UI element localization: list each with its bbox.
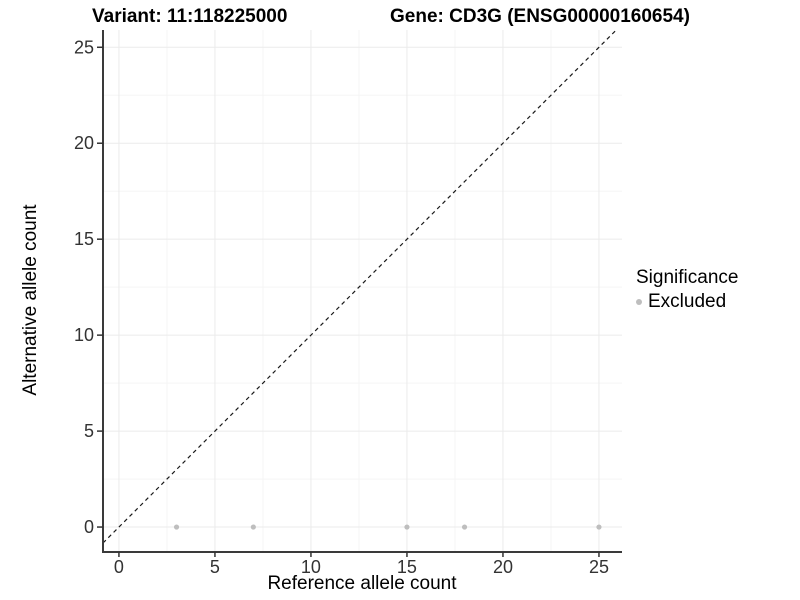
- gene-title: Gene: CD3G (ENSG00000160654): [390, 6, 690, 27]
- x-tick-label: 20: [493, 557, 513, 577]
- y-tick-label: 20: [74, 133, 94, 153]
- legend: Significance Excluded: [636, 267, 738, 313]
- x-tick-label: 15: [397, 557, 417, 577]
- y-tick-label: 10: [74, 325, 94, 345]
- x-tick-label: 5: [210, 557, 220, 577]
- legend-item-excluded: Excluded: [636, 291, 738, 313]
- data-point: [250, 524, 256, 530]
- x-tick-label: 25: [589, 557, 609, 577]
- data-point: [404, 524, 410, 530]
- data-point: [173, 524, 180, 530]
- x-tick-label: 0: [114, 557, 124, 577]
- y-tick-label: 15: [74, 229, 94, 249]
- legend-title: Significance: [636, 267, 739, 288]
- x-tick-label: 10: [301, 557, 321, 577]
- variant-title: Variant: 11:118225000: [92, 6, 288, 27]
- legend-item-label: Excluded: [648, 291, 727, 312]
- y-tick-label: 0: [84, 517, 94, 537]
- excluded-point-swatch: [636, 299, 642, 305]
- y-tick-label: 25: [74, 37, 94, 57]
- data-point: [596, 524, 602, 530]
- y-tick-label: 5: [84, 421, 94, 441]
- identity-line: [102, 29, 617, 544]
- x-axis-label: Reference allele count: [267, 573, 457, 594]
- data-point: [461, 524, 468, 530]
